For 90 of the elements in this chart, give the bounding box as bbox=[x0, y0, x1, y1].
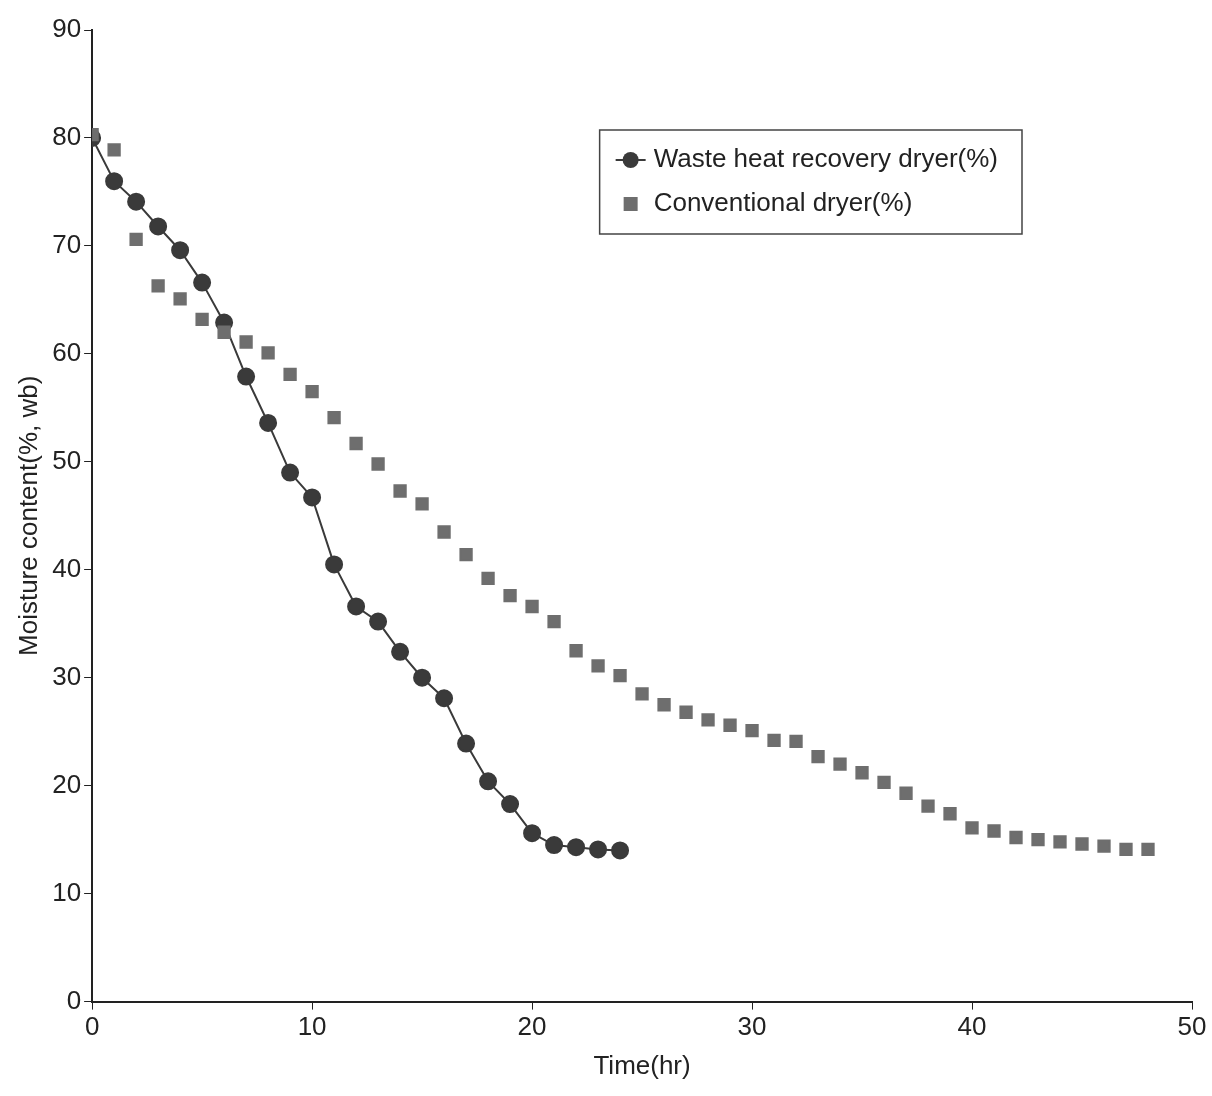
point bbox=[481, 571, 495, 586]
point bbox=[127, 192, 146, 211]
y-tick-label: 20 bbox=[52, 768, 82, 799]
x-tick-label: 30 bbox=[737, 1011, 767, 1042]
point bbox=[281, 463, 300, 482]
point bbox=[1053, 835, 1067, 849]
point bbox=[789, 734, 803, 749]
point bbox=[877, 775, 891, 790]
point bbox=[129, 232, 143, 247]
point bbox=[965, 821, 979, 835]
point bbox=[547, 614, 561, 629]
x-tick-label: 10 bbox=[297, 1011, 327, 1042]
point bbox=[107, 143, 121, 157]
point bbox=[943, 807, 957, 821]
point bbox=[679, 705, 693, 719]
point bbox=[545, 836, 564, 855]
point bbox=[635, 687, 649, 701]
point bbox=[1009, 830, 1023, 845]
point bbox=[501, 795, 520, 814]
point bbox=[457, 734, 476, 753]
point bbox=[105, 172, 124, 191]
point bbox=[723, 718, 737, 732]
point bbox=[611, 841, 630, 860]
point bbox=[657, 698, 671, 712]
point bbox=[149, 217, 168, 236]
x-tick-label: 50 bbox=[1177, 1011, 1207, 1042]
point bbox=[767, 733, 781, 747]
y-tick-label: 60 bbox=[52, 337, 82, 368]
point bbox=[987, 824, 1001, 838]
point bbox=[371, 457, 385, 471]
point bbox=[305, 384, 319, 399]
point bbox=[459, 548, 473, 562]
y-tick-label: 0 bbox=[66, 984, 82, 1015]
point bbox=[1075, 837, 1089, 851]
point bbox=[217, 325, 231, 339]
legend-label: Waste heat recovery dryer(%) bbox=[653, 143, 999, 174]
point bbox=[239, 335, 253, 349]
point bbox=[173, 292, 187, 306]
point bbox=[391, 642, 410, 661]
point bbox=[591, 659, 605, 673]
point bbox=[171, 241, 190, 260]
point bbox=[437, 525, 451, 539]
point bbox=[349, 436, 363, 451]
y-tick-label: 80 bbox=[52, 121, 82, 152]
legend-label: Conventional dryer(%) bbox=[653, 187, 913, 218]
point bbox=[325, 555, 344, 574]
point bbox=[259, 413, 278, 432]
y-tick-label: 90 bbox=[52, 13, 82, 44]
x-axis-title: Time(hr) bbox=[593, 1049, 691, 1080]
point bbox=[413, 668, 432, 687]
point bbox=[921, 799, 935, 813]
point bbox=[193, 273, 212, 292]
point bbox=[347, 597, 366, 616]
point bbox=[811, 749, 825, 764]
point bbox=[261, 346, 275, 360]
y-tick-label: 70 bbox=[52, 229, 82, 260]
point bbox=[1097, 839, 1111, 853]
point bbox=[833, 757, 847, 771]
point bbox=[283, 367, 297, 382]
x-tick-label: 40 bbox=[957, 1011, 987, 1042]
point bbox=[503, 589, 517, 603]
point bbox=[435, 689, 454, 708]
y-tick-label: 50 bbox=[52, 444, 82, 475]
point bbox=[1031, 833, 1045, 847]
point bbox=[415, 497, 429, 511]
point bbox=[569, 644, 583, 658]
y-tick-label: 30 bbox=[52, 660, 82, 691]
point bbox=[1119, 842, 1133, 857]
y-axis-title: Moisture content(%, wb) bbox=[12, 375, 43, 656]
point bbox=[393, 484, 407, 498]
point bbox=[613, 668, 627, 683]
point bbox=[855, 766, 869, 780]
point bbox=[523, 824, 542, 843]
x-tick-label: 20 bbox=[517, 1011, 547, 1042]
point bbox=[237, 367, 256, 386]
y-tick-label: 10 bbox=[52, 876, 82, 907]
point bbox=[589, 840, 608, 859]
point bbox=[151, 279, 165, 293]
point bbox=[525, 599, 539, 614]
point bbox=[369, 612, 388, 631]
point bbox=[899, 786, 913, 800]
point bbox=[745, 723, 759, 738]
point bbox=[1141, 842, 1155, 857]
point bbox=[701, 713, 715, 727]
point bbox=[327, 410, 341, 425]
point bbox=[479, 772, 498, 791]
y-tick-label: 40 bbox=[52, 552, 82, 583]
point bbox=[195, 312, 209, 326]
point bbox=[567, 838, 586, 857]
point bbox=[303, 488, 322, 507]
